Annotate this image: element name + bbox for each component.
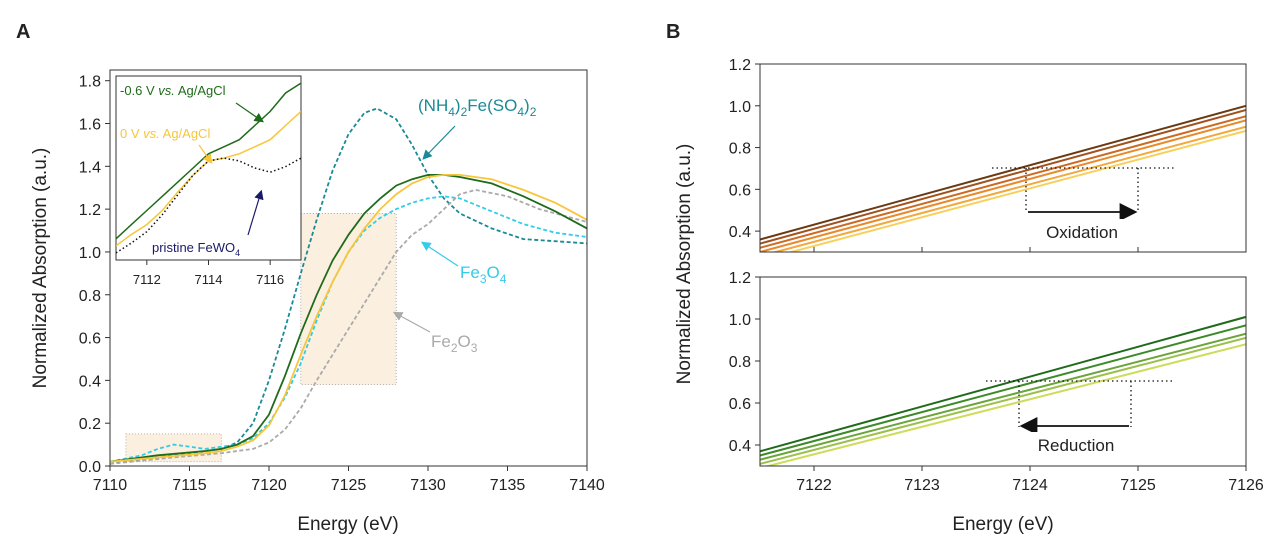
panel-b-top-ytick-label-4: 1.2 bbox=[729, 57, 751, 74]
inset-arrow-zero bbox=[198, 144, 213, 164]
panel-a-series-4 bbox=[110, 173, 587, 463]
panel-a-xtick-label-6: 7140 bbox=[569, 477, 605, 494]
label-fe2o3: Fe2O3 bbox=[431, 332, 478, 355]
panel-b-bottom-series-2 bbox=[760, 332, 1246, 461]
inset-label-neg06: -0.6 V vs. Ag/AgCl bbox=[120, 83, 226, 98]
highlight-region-1 bbox=[300, 213, 397, 386]
panel-a-ytick-label-8: 1.6 bbox=[79, 117, 101, 134]
label-fe3o4: Fe3O4 bbox=[460, 263, 507, 286]
panel-b-top-series bbox=[760, 104, 1246, 252]
panel-b-top-series-2 bbox=[760, 115, 1246, 249]
inset-xtick-label-1: 7114 bbox=[195, 272, 223, 287]
panel-b-top-series-3 bbox=[760, 119, 1246, 252]
arrow-nh4 bbox=[422, 125, 456, 160]
panel-a-xtick-label-5: 7135 bbox=[490, 477, 526, 494]
inset-xtick-label-2: 7116 bbox=[256, 272, 284, 287]
inset: 7112 7114 7116 -0.6 V vs. Ag/AgCl 0 V vs. … bbox=[115, 75, 302, 287]
panel-a-ytick-label-2: 0.4 bbox=[79, 373, 101, 390]
panel-b: 0.40.60.81.01.2 7122 7123 7124 7125 71260.40… bbox=[674, 57, 1264, 535]
panel-b-top-ytick-label-2: 0.8 bbox=[729, 141, 751, 158]
arrow-fe3o4 bbox=[420, 241, 459, 267]
panel-b-ylabel: Normalized Absorption (a.u.) bbox=[674, 144, 695, 385]
panel-b-top-series-0 bbox=[760, 104, 1246, 241]
panel-a-xtick-label-2: 7120 bbox=[251, 477, 287, 494]
inset-label-zero: 0 V vs. Ag/AgCl bbox=[120, 126, 210, 141]
inset-arrow-neg06 bbox=[235, 102, 264, 123]
panel-a-ytick-label-0: 0.0 bbox=[79, 459, 101, 476]
oxidation-marker: Oxidation bbox=[992, 167, 1176, 245]
panel-b-bottom-ytick-label-4: 1.2 bbox=[729, 270, 751, 287]
panel-b-bottom-xtick-label-4: 7126 bbox=[1228, 477, 1264, 494]
panel-a-ytick-label-7: 1.4 bbox=[79, 159, 101, 176]
panel-a-ytick-label-4: 0.8 bbox=[79, 288, 101, 305]
panel-b-bottom-series-0 bbox=[760, 315, 1246, 453]
panel-b-bottom-xtick-label-1: 7123 bbox=[904, 477, 940, 494]
inset-ticks: 7112 7114 7116 bbox=[133, 260, 284, 287]
panel-a-ytick-label-3: 0.6 bbox=[79, 331, 101, 348]
panel-b-top-ytick-label-0: 0.4 bbox=[729, 224, 751, 241]
panel-a-series-1 bbox=[110, 195, 587, 463]
panel-a-ticks: 7110 7115 7120 7125 7130 7135 7140 0.0 0.2 0.4 0.6… bbox=[79, 74, 605, 494]
panel-a-ytick-label-9: 1.8 bbox=[79, 74, 101, 91]
panel-b-bottom-ytick-label-1: 0.6 bbox=[729, 396, 751, 413]
panel-a-series-3 bbox=[110, 173, 587, 463]
panel-b-bottom-series-1 bbox=[760, 324, 1246, 457]
panel-b-bottom-xtick-label-3: 7125 bbox=[1120, 477, 1156, 494]
panel-b-xlabel: Energy (eV) bbox=[952, 514, 1053, 535]
panel-a-series-0 bbox=[110, 107, 587, 465]
inset-xtick-label-0: 7112 bbox=[133, 272, 161, 287]
panel-b-top-frame bbox=[759, 63, 1247, 253]
panel-a-xtick-label-3: 7125 bbox=[331, 477, 367, 494]
reduction-label-bg bbox=[1026, 432, 1126, 458]
panel-label-b: B bbox=[666, 21, 680, 43]
inset-series-2 bbox=[116, 157, 301, 254]
panel-a-ytick-label-1: 0.2 bbox=[79, 416, 101, 433]
panel-b-bottom-ytick-label-2: 0.8 bbox=[729, 354, 751, 371]
label-nh4: (NH4)2Fe(SO4)2 bbox=[418, 96, 537, 119]
panel-b-top-ytick-label-3: 1.0 bbox=[729, 99, 751, 116]
panel-b-top-series-1 bbox=[760, 109, 1246, 245]
panel-b-bottom-frame bbox=[759, 276, 1247, 467]
inset-label-pristine: pristine FeWO4 bbox=[152, 240, 240, 258]
panel-a: 7110 7115 7120 7125 7130 7135 7140 0.0 0.2 0.4 0.6… bbox=[30, 69, 605, 535]
inset-frame bbox=[115, 75, 302, 261]
panel-a-xtick-label-4: 7130 bbox=[410, 477, 446, 494]
arrow-fe2o3 bbox=[392, 311, 431, 333]
reduction-marker: Reduction bbox=[986, 380, 1174, 458]
panel-b-bottom-series-4 bbox=[764, 343, 1246, 466]
panel-b-bottom-series-3 bbox=[760, 336, 1246, 465]
panel-b-top-series-5 bbox=[787, 129, 1246, 252]
panel-b-bottom-series bbox=[760, 315, 1246, 466]
panel-a-series-2 bbox=[110, 188, 587, 465]
panel-a-xtick-label-0: 7110 bbox=[93, 477, 128, 494]
panel-b-bottom-ticks: 7122 7123 7124 7125 7126 0.4 0.6 0.8 1.0 1.2 bbox=[729, 270, 1264, 494]
panel-a-ytick-label-6: 1.2 bbox=[79, 202, 101, 219]
panel-b-top-ytick-label-1: 0.6 bbox=[729, 182, 751, 199]
panel-label-a: A bbox=[16, 21, 30, 43]
panel-b-bottom-ytick-label-3: 1.0 bbox=[729, 312, 751, 329]
highlight-regions bbox=[125, 213, 397, 463]
panel-b-top-series-4 bbox=[771, 125, 1246, 252]
reduction-label: Reduction bbox=[1038, 436, 1115, 455]
inset-arrow-pristine bbox=[247, 189, 264, 236]
oxidation-label: Oxidation bbox=[1046, 223, 1118, 242]
panel-a-ylabel: Normalized Absorption (a.u.) bbox=[30, 148, 51, 389]
panel-a-xtick-label-1: 7115 bbox=[172, 477, 207, 494]
panel-a-ytick-label-5: 1.0 bbox=[79, 245, 101, 262]
panel-a-xlabel: Energy (eV) bbox=[297, 514, 398, 535]
panel-a-series bbox=[110, 107, 587, 465]
panel-b-bottom-ytick-label-0: 0.4 bbox=[729, 438, 751, 455]
panel-b-bottom-xtick-label-2: 7124 bbox=[1012, 477, 1048, 494]
oxidation-label-bg bbox=[1032, 219, 1132, 245]
panel-b-top-ticks: 0.4 0.6 0.8 1.0 1.2 bbox=[729, 57, 1247, 252]
panel-b-bottom-xtick-label-0: 7122 bbox=[796, 477, 832, 494]
